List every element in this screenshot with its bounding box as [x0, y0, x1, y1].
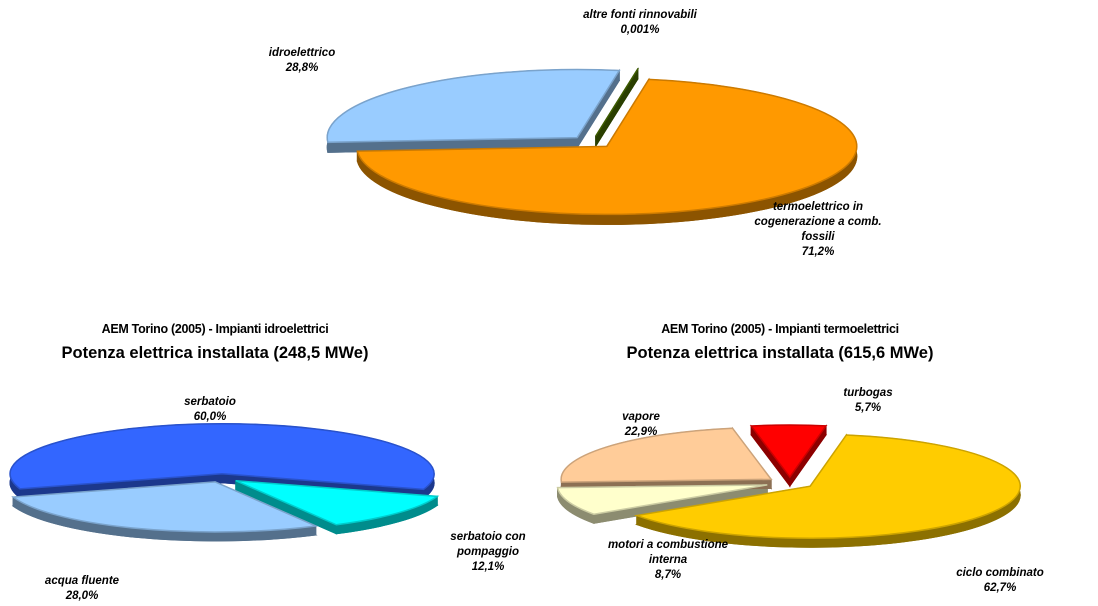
slice-label: motori a combustione interna 8,7%	[603, 538, 733, 583]
slice	[560, 427, 773, 483]
slice-label: ciclo combinato 62,7%	[945, 566, 1055, 596]
slice-value: 60,0%	[193, 411, 227, 423]
slice	[356, 78, 858, 216]
slice-category: motori a combustione interna	[607, 539, 729, 566]
slice	[11, 481, 319, 533]
slice	[9, 423, 435, 491]
slice	[595, 68, 640, 137]
slice-category: idroelettrico	[268, 47, 336, 59]
slice	[235, 479, 440, 526]
slice-value: 22,9%	[624, 426, 658, 438]
slice	[556, 484, 768, 516]
slice-category: acqua fluente	[44, 575, 120, 587]
slice-label: altre fonti rinnovabili 0,001%	[560, 8, 720, 38]
slice-label: termoelettrico in cogenerazione a comb. …	[748, 200, 888, 260]
chart-title: AEM Torino (2005) - Impianti termoelettr…	[661, 322, 899, 336]
slice-category: altre fonti rinnovabili	[583, 9, 697, 21]
slice-value: 8,7%	[654, 569, 682, 581]
slice-category: serbatoio	[184, 396, 236, 408]
slice	[633, 434, 1021, 539]
slice-category: turbogas	[843, 387, 893, 399]
slice-label: idroelettrico 28,8%	[242, 46, 362, 76]
slice-category: ciclo combinato	[956, 567, 1044, 579]
slice-value: 62,7%	[983, 582, 1017, 594]
slice-category: termoelettrico in cogenerazione a comb. …	[754, 201, 882, 243]
slice-value: 28,8%	[285, 62, 319, 74]
slice	[326, 68, 621, 144]
slice-label: serbatoio con pompaggio 12,1%	[433, 530, 543, 575]
slice-value: 12,1%	[471, 561, 505, 573]
slice	[749, 424, 828, 479]
chart-subtitle: Potenza elettrica installata (248,5 MWe)	[61, 344, 369, 362]
slice-label: turbogas 5,7%	[828, 386, 908, 416]
slice-value: 0,001%	[620, 24, 660, 36]
slice-category: vapore	[622, 411, 660, 423]
chart-title: AEM Torino (2005) - Impianti idroelettri…	[101, 322, 329, 336]
slice-value: 28,0%	[65, 590, 99, 602]
slice-label: serbatoio 60,0%	[160, 395, 260, 425]
slice-value: 5,7%	[854, 402, 882, 414]
slice-label: vapore 22,9%	[606, 410, 676, 440]
chart-subtitle: Potenza elettrica installata (615,6 MWe)	[626, 344, 934, 362]
slice-label: acqua fluente 28,0%	[27, 574, 137, 604]
slice-value: 71,2%	[801, 246, 835, 258]
slice-category: serbatoio con pompaggio	[450, 531, 526, 558]
